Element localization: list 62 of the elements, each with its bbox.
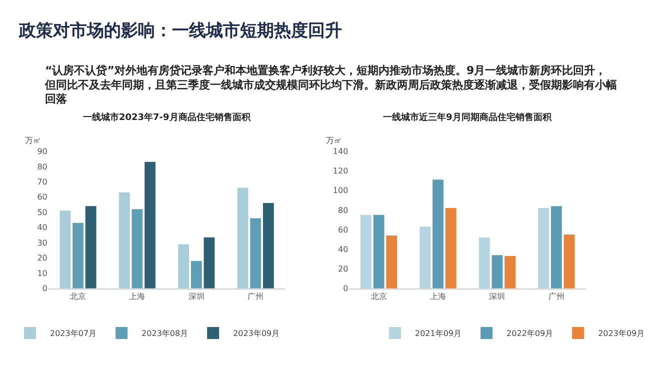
x-tick-label: 上海 bbox=[430, 292, 446, 301]
bar bbox=[564, 234, 575, 288]
legend-label: 2021年09月 bbox=[415, 329, 462, 338]
y-tick-label: 60 bbox=[37, 192, 48, 202]
y-tick-label: 20 bbox=[338, 264, 348, 274]
y-tick-label: 90 bbox=[37, 147, 48, 156]
legend-label: 2023年09月 bbox=[233, 329, 280, 338]
bar bbox=[190, 260, 202, 288]
bar bbox=[178, 244, 190, 288]
y-tick-label: 140 bbox=[332, 147, 348, 156]
y-tick-label: 40 bbox=[37, 223, 48, 232]
y-tick-label: 100 bbox=[332, 186, 348, 196]
bar bbox=[478, 237, 490, 288]
y-tick-label: 40 bbox=[338, 245, 348, 254]
bar bbox=[538, 208, 550, 288]
y-tick-label: 60 bbox=[338, 225, 348, 234]
x-tick-label: 广州 bbox=[548, 292, 564, 301]
x-tick-label: 深圳 bbox=[188, 292, 204, 301]
bar bbox=[420, 226, 431, 288]
bar bbox=[550, 206, 562, 288]
x-tick-label: 北京 bbox=[70, 292, 86, 301]
y-tick-label: 30 bbox=[37, 238, 48, 248]
bar bbox=[132, 209, 143, 288]
y-tick-label: 120 bbox=[332, 166, 348, 176]
x-tick-label: 广州 bbox=[248, 292, 264, 301]
bar bbox=[204, 237, 215, 288]
y-tick-label: 0 bbox=[343, 284, 348, 294]
legend-label: 2022年09月 bbox=[506, 329, 554, 338]
y-tick-label: 20 bbox=[37, 254, 48, 263]
bar bbox=[360, 214, 372, 288]
legend-label: 2023年09月 bbox=[598, 329, 645, 338]
bar bbox=[72, 222, 84, 288]
y-tick-label: 80 bbox=[338, 206, 348, 215]
text: 政策对市场的影响：一线城市短期热度回升 bbox=[18, 21, 342, 41]
legend-label: 2023年08月 bbox=[142, 329, 188, 338]
bar bbox=[144, 162, 156, 288]
bar bbox=[262, 203, 274, 288]
bar bbox=[386, 235, 398, 288]
bar bbox=[445, 208, 456, 288]
y-tick-label: 10 bbox=[37, 268, 48, 278]
y-axis-title: 万㎡ bbox=[25, 136, 41, 145]
x-tick-label: 北京 bbox=[370, 292, 387, 301]
bar bbox=[492, 255, 503, 288]
chart-title: 一线城市近三年9月同期商品住宅销售面积 bbox=[383, 112, 552, 123]
y-axis-title: 万㎡ bbox=[326, 136, 342, 145]
legend-label: 2023年07月 bbox=[50, 329, 97, 338]
x-tick-label: 上海 bbox=[129, 292, 146, 301]
bar bbox=[432, 180, 444, 288]
bar bbox=[504, 256, 516, 288]
bar bbox=[250, 218, 262, 288]
y-tick-label: 0 bbox=[42, 284, 48, 294]
y-tick-label: 80 bbox=[37, 162, 48, 172]
y-tick-label: 70 bbox=[37, 177, 48, 186]
bar bbox=[60, 210, 71, 288]
chart-title: 一线城市2023年7-9月商品住宅销售面积 bbox=[83, 112, 252, 123]
bar bbox=[118, 192, 130, 288]
text: “认房不认贷”对外地有房贷记录客户和本地置换客户利好较大，短期内推动市场热度。9月一线城市新房环比回升，但同比不及去年同期，且第三季度一线城市成交规模同环比均下滑。新政两周后政策热度逐渐减退，受假期影响有小幅回落 bbox=[44, 64, 617, 106]
bar bbox=[237, 188, 248, 288]
bar bbox=[373, 214, 384, 288]
y-tick-label: 50 bbox=[37, 208, 48, 217]
bar bbox=[85, 206, 96, 288]
x-tick-label: 深圳 bbox=[489, 292, 506, 301]
